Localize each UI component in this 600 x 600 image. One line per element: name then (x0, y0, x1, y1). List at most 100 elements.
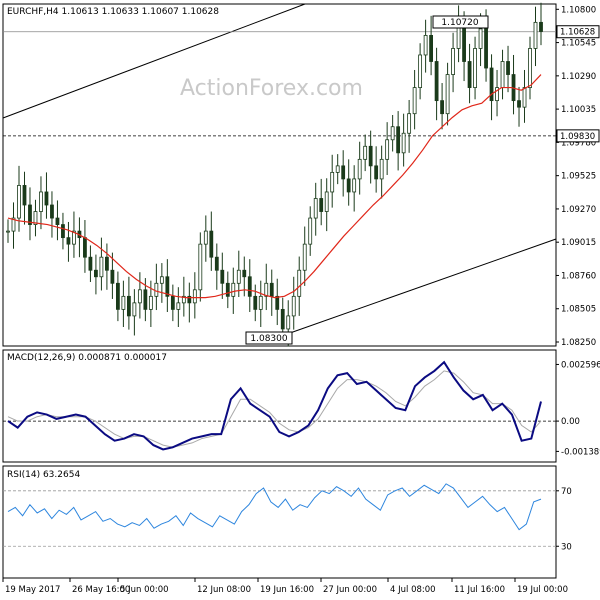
macd-tick-label: 0.00 (561, 417, 580, 427)
macd-tick-label: 0.002596 (561, 360, 600, 370)
candle-body (242, 269, 247, 278)
candle (385, 122, 390, 175)
candle-body (341, 165, 346, 180)
current-price-label: 1.10628 (560, 28, 595, 38)
candle (176, 287, 181, 327)
candle-body (165, 276, 170, 297)
macd-tick-label: -0.001389 (561, 447, 600, 457)
moving-average-line (7, 74, 542, 299)
candle (61, 212, 65, 250)
candle-body (495, 87, 499, 102)
candle (72, 211, 76, 258)
candle (330, 154, 335, 208)
candle (50, 191, 54, 238)
candle (495, 69, 499, 117)
candle (231, 267, 236, 314)
candle-body (55, 217, 60, 225)
candle-body (352, 178, 357, 193)
candle-body (258, 295, 263, 310)
candle-body (286, 315, 291, 330)
candle (181, 276, 186, 317)
candle-body (94, 269, 98, 278)
candle-body (451, 48, 455, 75)
candle (517, 86, 521, 127)
candle-body (170, 295, 175, 310)
candle (165, 259, 170, 312)
candle (489, 54, 494, 121)
candle-body (6, 230, 10, 233)
candle-body (423, 34, 428, 56)
candle (225, 271, 230, 309)
price-tick-label: 1.09015 (561, 238, 596, 248)
candle (83, 220, 87, 273)
candle (506, 45, 510, 93)
candle (88, 245, 93, 282)
candle-body (324, 191, 329, 212)
candle-body (231, 282, 236, 297)
candle (445, 62, 450, 126)
level-box (556, 129, 600, 143)
current-price-box (556, 25, 600, 39)
candle (379, 145, 384, 199)
candle-body (291, 295, 296, 317)
rsi-tick-label: 70 (561, 487, 572, 497)
candle-body (517, 100, 521, 108)
candle (528, 36, 532, 100)
candle-body (105, 256, 109, 271)
candle-body (214, 256, 219, 271)
x-tick-label: 19 May 2017 (5, 585, 60, 595)
candle-body (33, 211, 38, 225)
candle (159, 263, 164, 303)
candle (236, 250, 241, 297)
candle-body (110, 269, 115, 284)
candle (440, 83, 444, 130)
price-tick-label: 1.08505 (561, 305, 596, 315)
candle-body (418, 54, 423, 88)
candle-body (478, 28, 483, 49)
candle-body (330, 171, 335, 193)
candle-body (99, 256, 104, 278)
candle (55, 200, 60, 241)
candle-body (528, 48, 532, 88)
x-tick-label: 11 Jul 16:00 (454, 585, 505, 595)
candle (209, 211, 214, 271)
candle-body (181, 295, 186, 304)
candle-body (143, 289, 148, 310)
price-tick-label: 1.10545 (561, 39, 596, 49)
candle (77, 217, 82, 258)
candle-body (374, 165, 379, 180)
candle (253, 284, 258, 322)
rsi-line (7, 483, 542, 531)
price-tick-label: 1.09270 (561, 205, 596, 215)
candle-body (522, 87, 527, 108)
level-label: 1.09830 (560, 132, 595, 142)
candle-body (176, 302, 181, 310)
candle-body (247, 276, 252, 297)
candle (22, 171, 27, 225)
candle (247, 259, 252, 312)
macd-line (7, 360, 542, 451)
candle-body (88, 256, 93, 271)
candle-body (61, 224, 65, 239)
candle-body (132, 302, 137, 317)
candle (33, 199, 38, 237)
candle-body (473, 48, 477, 88)
candle-body (121, 295, 126, 310)
price-tick-label: 1.08250 (561, 338, 596, 348)
candle-body (533, 21, 538, 49)
candle (451, 32, 455, 93)
panel-frame-2 (2, 465, 557, 579)
macd-title: MACD(12,26,9) 0.000871 0.000017 (7, 353, 167, 363)
candle-body (137, 289, 142, 304)
candle-body (198, 243, 203, 291)
candle (357, 141, 362, 195)
candle (352, 165, 357, 212)
candle (99, 237, 104, 291)
high-annotation-box (432, 15, 489, 29)
candle (17, 165, 21, 232)
candle (335, 154, 340, 185)
x-tick-label: 19 Jun 16:00 (260, 585, 314, 595)
candle (368, 130, 373, 184)
candle (28, 187, 32, 241)
